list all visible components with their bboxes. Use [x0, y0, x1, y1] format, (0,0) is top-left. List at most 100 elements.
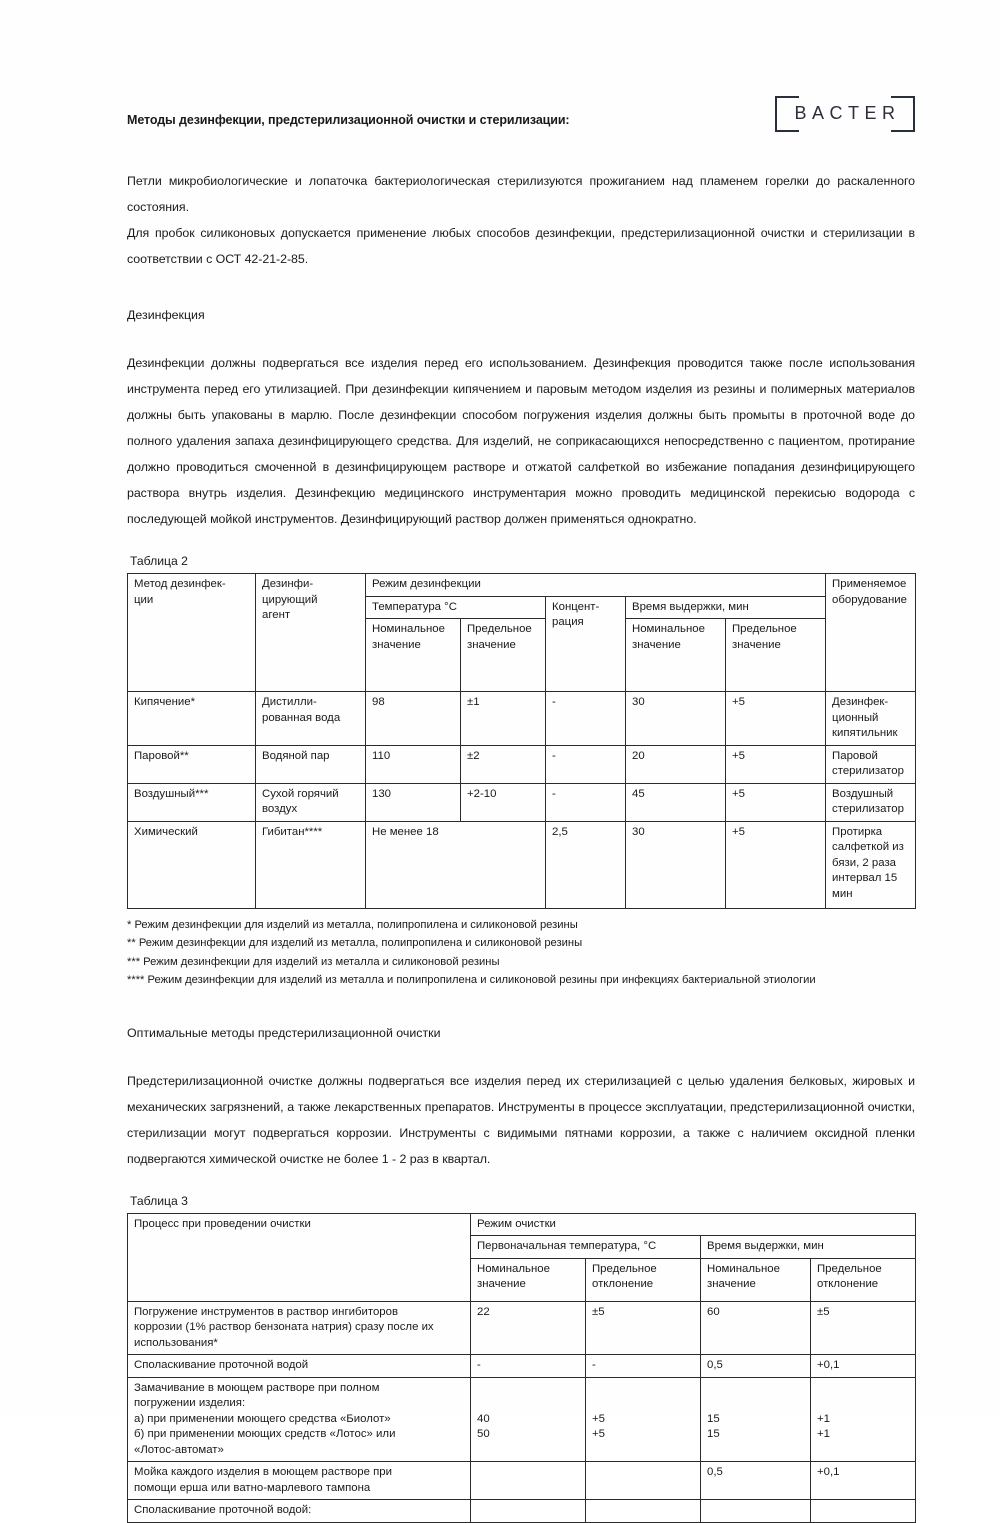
table2-cell-method: Химический [127, 820, 256, 909]
table3-col-holding-time: Время выдержки, мин [699, 1235, 917, 1259]
table3-cell-time-nominal [700, 1499, 811, 1523]
table2-cell-method: Воздушный*** [127, 782, 256, 822]
table3-col-temp-limit: Предельное отклонение [585, 1257, 701, 1302]
table-row: Споласкивание проточной водой: [127, 1499, 917, 1523]
table2-cell-temp-limit: ±2 [460, 744, 546, 784]
table3-cell-time-nominal: 15 15 [700, 1376, 811, 1462]
table3-cell-temp-limit: +5 +5 [585, 1376, 701, 1462]
table2-col-method: Метод дезинфек-ции [127, 573, 256, 692]
table3-cell-temp-limit: ±5 [585, 1300, 701, 1355]
table2-cell-method: Паровой** [127, 744, 256, 784]
table2-cell-concentration: - [545, 744, 626, 784]
table2-cell-temp-limit: ±1 [460, 691, 546, 746]
table2-caption: Таблица 2 [130, 554, 188, 568]
precleaning-body: Предстерилизационной очистке должны подв… [127, 1073, 915, 1166]
table2-cell-concentration: 2,5 [545, 820, 626, 909]
table3-col-regime: Режим очистки [469, 1212, 917, 1236]
intro-paragraph-1: Петли микробиологические и лопаточка бак… [127, 174, 915, 214]
table2-cell-time-nominal: 30 [625, 820, 726, 909]
table3-cell-time-nominal: 0,5 [700, 1354, 811, 1378]
table2-cell-equipment: Дезинфек-ционный кипятильник [825, 691, 917, 746]
table2-col-regime: Режим дезинфекции [364, 573, 827, 597]
table2-cell-temp-nominal: 98 [365, 691, 461, 746]
spacer [127, 1172, 915, 1194]
table2-cell-time-nominal: 45 [625, 782, 726, 822]
intro-paragraph-2: Для пробок силиконовых допускается приме… [127, 226, 915, 266]
table3-header-row-1: Процесс при проведении очистки Режим очи… [127, 1212, 917, 1302]
table3-cell-time-limit [809, 1499, 917, 1523]
table2-cell-agent: Сухой горячий воздух [255, 782, 366, 822]
table2-cell-time-nominal: 30 [625, 691, 726, 746]
table2-cell-time-limit: +5 [724, 744, 827, 784]
table-row: Мойка каждого изделия в моющем растворе … [127, 1461, 917, 1500]
logo-side-right-icon [913, 96, 915, 132]
table2-col-concentration: Концент-рация [545, 595, 626, 692]
precleaning-table: Процесс при проведении очистки Режим очи… [127, 1212, 917, 1523]
table3-cell-temp-nominal: - [470, 1354, 586, 1378]
table-row: Паровой** Водяной пар 110 ±2 - 20 +5 Пар… [127, 744, 917, 784]
table3-cell-time-limit: +0,1 [809, 1354, 917, 1378]
table3-cell-time-nominal: 0,5 [700, 1461, 811, 1500]
table-row: Кипячение* Дистилли-рованная вода 98 ±1 … [127, 691, 917, 746]
table-row: Замачивание в моющем растворе при полном… [127, 1376, 917, 1462]
table3-col-initial-temperature: Первоначальная температура, °C [470, 1235, 701, 1259]
document-content: Методы дезинфекции, предстерилизационной… [127, 0, 917, 1523]
precleaning-heading: Оптимальные методы предстерилизационной … [127, 1025, 441, 1040]
table3-cell-temp-nominal: 40 50 [470, 1376, 586, 1462]
table2-col-holding-time: Время выдержки, мин [624, 595, 827, 619]
table3-header-row-2: Первоначальная температура, °C Время выд… [128, 1235, 917, 1259]
document-header: Методы дезинфекции, предстерилизационной… [127, 96, 915, 168]
spacer [127, 1046, 915, 1068]
logo-text: BACTER [794, 103, 901, 123]
table3-cell-temp-nominal [470, 1461, 586, 1500]
disinfection-table: Метод дезинфек-ции Дезинфи-цирующий агент… [127, 573, 917, 909]
table3-cell-time-nominal: 60 [700, 1300, 811, 1355]
table2-cell-temp-nominal: 130 [365, 782, 461, 822]
table2-cell-temp-nominal: 110 [365, 744, 461, 784]
spacer [127, 328, 915, 350]
table2-cell-agent: Дистилли-рованная вода [255, 691, 366, 746]
table3-cell-time-limit: ±5 [809, 1300, 917, 1355]
page-title: Методы дезинфекции, предстерилизационной… [127, 113, 570, 127]
table2-cell-time-limit: +5 [724, 820, 827, 909]
table2-cell-method: Кипячение* [127, 691, 256, 746]
logo-side-left-icon [775, 96, 777, 132]
table2-col-temperature: Температура °C [365, 595, 546, 619]
table3-col-temp-nominal: Номинальное значение [470, 1257, 586, 1302]
table-row: Химический Гибитан**** Не менее 18 2,5 3… [127, 820, 917, 909]
table2-cell-concentration: - [545, 691, 626, 746]
table3-cell-process: Погружение инструментов в раствор ингиби… [127, 1300, 471, 1355]
table3-header-row-3: Номинальное значение Предельное отклонение… [128, 1257, 917, 1302]
table2-header-row-2: Температура °C Концент-рация Время выдер… [128, 595, 916, 692]
bacter-logo: BACTER [775, 96, 915, 132]
footnote-1: * Режим дезинфекции для изделий из метал… [127, 918, 578, 931]
table2-col-time-limit: Предельное значение [724, 618, 827, 692]
footnote-4: **** Режим дезинфекции для изделий из ме… [127, 974, 816, 986]
disinfection-body: Дезинфекции должны подвергаться все изде… [127, 356, 915, 526]
table2-cell-time-limit: +5 [724, 691, 827, 746]
document-page: Методы дезинфекции, предстерилизационной… [127, 96, 917, 1523]
spacer [127, 532, 915, 554]
table2-col-equipment: Применяемое оборудование [825, 573, 917, 692]
table2-cell-time-nominal: 20 [625, 744, 726, 784]
table-row: Споласкивание проточной водой - - 0,5 +0… [127, 1354, 917, 1378]
table2-col-agent: Дезинфи-цирующий агент [255, 573, 366, 692]
table2-cell-temp-limit: +2-10 [460, 782, 546, 822]
spacer [127, 272, 915, 302]
table3-cell-time-limit: +0,1 [809, 1461, 917, 1500]
table2-col-time-nominal: Номинальное значение [625, 618, 726, 692]
table3-col-process: Процесс при проведении очистки [127, 1212, 471, 1302]
table3-cell-temp-limit [585, 1499, 701, 1523]
table2-header-row-3: Номинальное значение Предельное значение Н… [128, 618, 916, 692]
table3-cell-temp-nominal: 22 [470, 1300, 586, 1355]
table2-cell-equipment: Протирка салфеткой из бязи, 2 раза интервал… [825, 820, 917, 909]
table3-cell-time-limit: +1 +1 [809, 1376, 917, 1462]
table2-cell-time-limit: +5 [724, 782, 827, 822]
table3-cell-temp-limit: - [585, 1354, 701, 1378]
table3-cell-temp-nominal [470, 1499, 586, 1523]
table3-cell-process: Споласкивание проточной водой [127, 1354, 471, 1378]
table3-caption: Таблица 3 [130, 1193, 188, 1208]
table3-col-time-nominal: Номинальное значение [700, 1257, 811, 1302]
table3-cell-process: Замачивание в моющем растворе при полном… [127, 1376, 471, 1462]
table-row: Погружение инструментов в раствор ингиби… [127, 1300, 917, 1355]
